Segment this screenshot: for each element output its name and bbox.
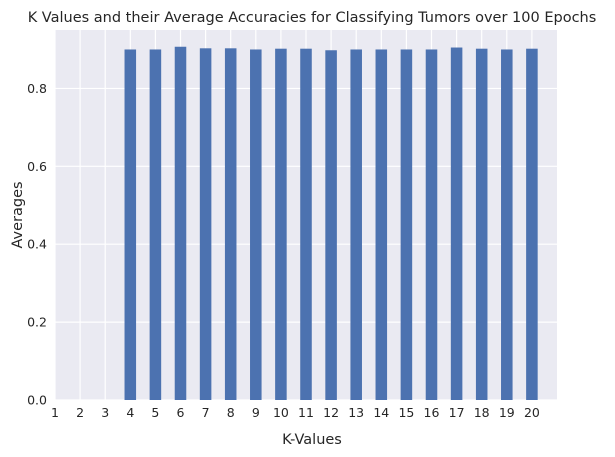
bar-k-18 xyxy=(475,48,488,401)
x-tick-label: 1 xyxy=(51,405,59,420)
bar-k-16 xyxy=(425,49,438,400)
x-tick-label: 11 xyxy=(298,405,314,420)
x-tick-label: 5 xyxy=(151,405,159,420)
bar-k-13 xyxy=(350,49,362,400)
y-tick-label: 0.0 xyxy=(27,393,47,408)
x-tick-label: 12 xyxy=(323,405,339,420)
y-tick-label: 0.6 xyxy=(27,159,47,174)
chart-title: K Values and their Average Accuracies fo… xyxy=(28,10,597,26)
x-tick-label: 10 xyxy=(273,405,289,420)
x-tick-label: 4 xyxy=(126,405,134,420)
bars xyxy=(124,46,538,401)
x-tick-label: 6 xyxy=(177,405,185,420)
x-tick-label: 13 xyxy=(348,405,364,420)
y-tick-labels: 0.0 0.2 0.4 0.6 0.8 xyxy=(27,81,47,408)
bar-k-7 xyxy=(199,48,212,400)
bar-k-11 xyxy=(300,48,312,401)
x-tick-label: 8 xyxy=(227,405,235,420)
bar-k-14 xyxy=(375,49,388,400)
x-axis-label: K-Values xyxy=(282,432,342,448)
x-tick-label: 17 xyxy=(449,405,465,420)
bar-k-8 xyxy=(224,48,237,400)
bar-k-4 xyxy=(124,49,137,400)
x-tick-label: 2 xyxy=(76,405,84,420)
y-tick-label: 0.8 xyxy=(27,81,47,96)
y-axis-label: Averages xyxy=(10,181,26,248)
y-tick-label: 0.4 xyxy=(27,237,47,252)
bar-k-9 xyxy=(250,49,262,400)
bar-k-15 xyxy=(400,49,413,400)
x-tick-label: 15 xyxy=(398,405,414,420)
x-tick-labels: 1 2 3 4 5 6 7 8 9 10 11 12 13 14 15 16 17 18 19 20 xyxy=(51,405,540,420)
x-tick-label: 16 xyxy=(424,405,440,420)
x-tick-label: 9 xyxy=(252,405,260,420)
bar-k-20 xyxy=(526,48,538,401)
bar-k-5 xyxy=(149,49,162,400)
bar-k-6 xyxy=(174,46,187,400)
y-tick-label: 0.2 xyxy=(27,315,47,330)
x-tick-label: 3 xyxy=(101,405,109,420)
x-tick-label: 14 xyxy=(373,405,389,420)
x-tick-label: 20 xyxy=(524,405,540,420)
x-tick-label: 7 xyxy=(202,405,210,420)
x-tick-label: 18 xyxy=(474,405,490,420)
x-tick-label: 19 xyxy=(499,405,515,420)
bar-k-10 xyxy=(275,48,287,401)
bar-k-17 xyxy=(450,47,463,401)
bar-k-12 xyxy=(325,50,337,401)
bar-k-19 xyxy=(501,49,513,400)
